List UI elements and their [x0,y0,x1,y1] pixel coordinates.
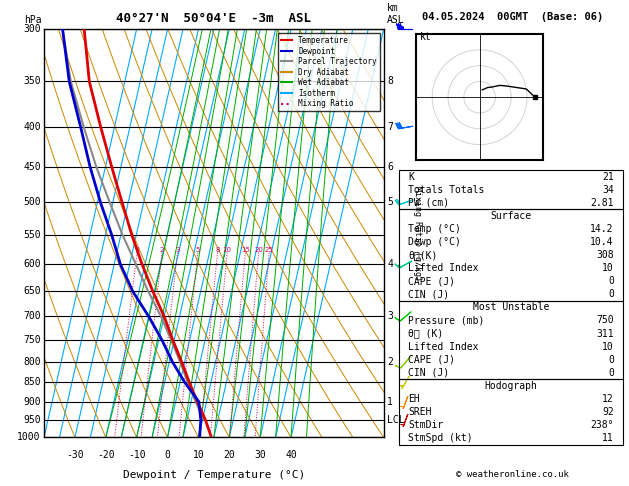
Text: km
ASL: km ASL [387,3,404,25]
Text: Mixing Ratio (g/kg): Mixing Ratio (g/kg) [413,186,422,281]
Text: -20: -20 [97,450,114,460]
Text: 2: 2 [387,357,393,367]
Text: 0: 0 [608,355,614,364]
Legend: Temperature, Dewpoint, Parcel Trajectory, Dry Adiabat, Wet Adiabat, Isotherm, Mi: Temperature, Dewpoint, Parcel Trajectory… [277,33,380,111]
Text: 34: 34 [602,185,614,195]
Text: 92: 92 [602,407,614,417]
Text: 25: 25 [265,247,274,253]
Text: 450: 450 [23,162,41,172]
Text: 400: 400 [23,122,41,132]
Text: Hodograph: Hodograph [484,381,538,391]
Text: 21: 21 [602,172,614,182]
Text: 10: 10 [602,342,614,352]
Text: CIN (J): CIN (J) [408,368,450,378]
Text: Surface: Surface [491,211,532,221]
Text: 40°27'N  50°04'E  -3m  ASL: 40°27'N 50°04'E -3m ASL [116,12,311,25]
Text: 950: 950 [23,415,41,425]
Text: 20: 20 [254,247,263,253]
Text: 1: 1 [387,397,393,407]
Text: 15: 15 [241,247,250,253]
Text: 30: 30 [254,450,266,460]
Text: kt: kt [420,33,431,42]
Text: θᴇ(K): θᴇ(K) [408,250,438,260]
Text: StmSpd (kt): StmSpd (kt) [408,433,473,443]
Bar [399,209,623,301]
Text: 7: 7 [387,122,393,132]
Text: © weatheronline.co.uk: © weatheronline.co.uk [456,469,569,479]
Text: 650: 650 [23,286,41,296]
Text: -10: -10 [128,450,145,460]
Text: Pressure (mb): Pressure (mb) [408,315,485,326]
Text: hPa: hPa [24,15,42,25]
Text: 10: 10 [602,263,614,273]
Text: 750: 750 [23,335,41,345]
Text: 2: 2 [160,247,164,253]
Text: 300: 300 [23,24,41,34]
Bar [399,301,623,379]
Text: 0: 0 [165,450,170,460]
Text: Totals Totals: Totals Totals [408,185,485,195]
Text: 3: 3 [387,312,393,321]
Text: 350: 350 [23,76,41,87]
Text: Lifted Index: Lifted Index [408,342,479,352]
Text: 308: 308 [596,250,614,260]
Text: 8: 8 [387,76,393,87]
Text: 550: 550 [23,230,41,240]
Text: CAPE (J): CAPE (J) [408,276,455,286]
Text: 750: 750 [596,315,614,326]
Text: 11: 11 [602,433,614,443]
Text: Temp (°C): Temp (°C) [408,224,461,234]
Text: 0: 0 [608,289,614,299]
Text: 5: 5 [196,247,200,253]
Text: EH: EH [408,394,420,404]
Text: 1000: 1000 [17,433,41,442]
Text: Dewpoint / Temperature (°C): Dewpoint / Temperature (°C) [123,470,305,480]
Text: 800: 800 [23,357,41,367]
Text: 850: 850 [23,377,41,387]
Text: Dewp (°C): Dewp (°C) [408,237,461,247]
Text: θᴇ (K): θᴇ (K) [408,329,443,339]
Text: CAPE (J): CAPE (J) [408,355,455,364]
Text: 3: 3 [175,247,180,253]
Text: 4: 4 [387,259,393,269]
Text: 238°: 238° [590,420,614,430]
Text: 700: 700 [23,312,41,321]
Text: Lifted Index: Lifted Index [408,263,479,273]
Text: 1: 1 [135,247,140,253]
Text: 0: 0 [608,276,614,286]
Text: 8: 8 [215,247,220,253]
Text: 10: 10 [192,450,204,460]
Text: 311: 311 [596,329,614,339]
Text: 2.81: 2.81 [590,198,614,208]
Text: Most Unstable: Most Unstable [473,302,549,312]
Text: 6: 6 [387,162,393,172]
Text: SREH: SREH [408,407,432,417]
Text: 14.2: 14.2 [590,224,614,234]
Text: CIN (J): CIN (J) [408,289,450,299]
Text: 0: 0 [608,368,614,378]
Text: 04.05.2024  00GMT  (Base: 06): 04.05.2024 00GMT (Base: 06) [422,12,603,22]
Text: StmDir: StmDir [408,420,443,430]
Text: 5: 5 [387,197,393,208]
Bar [399,379,623,445]
Text: LCL: LCL [387,415,404,425]
Text: -30: -30 [66,450,84,460]
Text: K: K [408,172,415,182]
Text: 10.4: 10.4 [590,237,614,247]
Text: 40: 40 [285,450,297,460]
Text: 900: 900 [23,397,41,407]
Text: 20: 20 [223,450,235,460]
Text: 600: 600 [23,259,41,269]
Text: 10: 10 [223,247,231,253]
Text: 12: 12 [602,394,614,404]
Text: PW (cm): PW (cm) [408,198,450,208]
Text: 500: 500 [23,197,41,208]
Bar [399,170,623,209]
